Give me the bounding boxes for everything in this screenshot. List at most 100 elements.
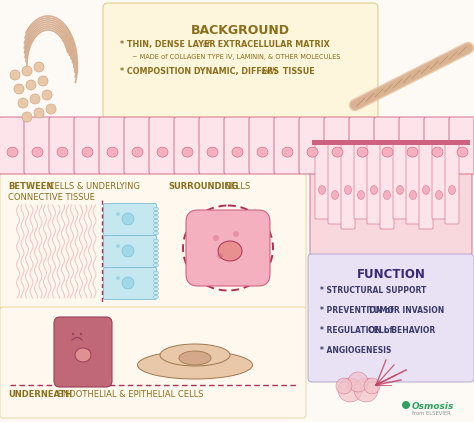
FancyBboxPatch shape [54, 317, 112, 387]
Bar [0, 118, 474, 173]
Ellipse shape [154, 275, 158, 279]
FancyBboxPatch shape [328, 142, 342, 224]
FancyBboxPatch shape [315, 142, 329, 219]
Circle shape [217, 253, 223, 259]
FancyBboxPatch shape [349, 117, 376, 174]
FancyBboxPatch shape [424, 117, 451, 174]
FancyBboxPatch shape [103, 268, 156, 300]
Ellipse shape [57, 147, 68, 157]
Circle shape [122, 277, 134, 289]
Ellipse shape [160, 344, 230, 366]
Circle shape [116, 244, 120, 248]
Ellipse shape [382, 147, 393, 157]
FancyBboxPatch shape [99, 117, 126, 174]
Circle shape [233, 231, 239, 237]
Circle shape [116, 212, 120, 216]
Text: SURROUNDING: SURROUNDING [168, 182, 238, 191]
Text: * COMPOSITION DYNAMIC, DIFFERS: * COMPOSITION DYNAMIC, DIFFERS [120, 67, 282, 76]
Ellipse shape [154, 283, 158, 287]
FancyBboxPatch shape [103, 235, 156, 268]
Circle shape [72, 333, 74, 335]
Ellipse shape [154, 287, 158, 291]
FancyBboxPatch shape [432, 142, 446, 219]
Ellipse shape [410, 190, 417, 200]
FancyBboxPatch shape [299, 117, 326, 174]
Ellipse shape [422, 186, 429, 195]
Ellipse shape [371, 186, 377, 195]
Text: TISSUE: TISSUE [280, 67, 315, 76]
Text: with: with [260, 67, 277, 76]
Circle shape [213, 235, 219, 241]
Ellipse shape [154, 263, 158, 267]
Ellipse shape [436, 190, 443, 200]
Ellipse shape [218, 241, 242, 261]
Circle shape [30, 94, 40, 104]
Circle shape [122, 245, 134, 257]
Text: TUMOR INVASION: TUMOR INVASION [368, 306, 444, 315]
Ellipse shape [75, 348, 91, 362]
FancyBboxPatch shape [380, 142, 394, 229]
Ellipse shape [332, 147, 343, 157]
Ellipse shape [154, 215, 158, 219]
Text: EXTRACELLULAR MATRIX: EXTRACELLULAR MATRIX [215, 40, 330, 49]
Circle shape [80, 333, 82, 335]
Text: ~ MADE of COLLAGEN TYPE IV, LAMININ, & OTHER MOLECULES: ~ MADE of COLLAGEN TYPE IV, LAMININ, & O… [132, 54, 340, 60]
Text: CELL BEHAVIOR: CELL BEHAVIOR [368, 326, 435, 335]
Ellipse shape [107, 147, 118, 157]
Ellipse shape [207, 147, 218, 157]
Text: BETWEEN: BETWEEN [8, 182, 54, 191]
FancyBboxPatch shape [224, 117, 251, 174]
Ellipse shape [154, 223, 158, 227]
Circle shape [402, 401, 410, 409]
FancyBboxPatch shape [74, 117, 101, 174]
Text: * PREVENTION of: * PREVENTION of [320, 306, 396, 315]
Text: CELLS & UNDERLYING: CELLS & UNDERLYING [46, 182, 140, 191]
FancyBboxPatch shape [310, 131, 472, 255]
Circle shape [10, 70, 20, 80]
Ellipse shape [357, 190, 365, 200]
Ellipse shape [157, 147, 168, 157]
Circle shape [122, 213, 134, 225]
Text: * ANGIOGENESIS: * ANGIOGENESIS [320, 346, 392, 355]
Ellipse shape [457, 147, 468, 157]
Circle shape [336, 378, 352, 394]
FancyBboxPatch shape [24, 117, 51, 174]
Ellipse shape [182, 147, 193, 157]
Ellipse shape [331, 190, 338, 200]
Ellipse shape [345, 186, 352, 195]
FancyBboxPatch shape [49, 117, 76, 174]
FancyBboxPatch shape [445, 142, 459, 224]
Circle shape [38, 76, 48, 86]
Text: * STRUCTURAL SUPPORT: * STRUCTURAL SUPPORT [320, 286, 427, 295]
Ellipse shape [154, 295, 158, 299]
Ellipse shape [154, 219, 158, 223]
Ellipse shape [396, 186, 403, 195]
FancyBboxPatch shape [124, 117, 151, 174]
Text: from ELSEVIER: from ELSEVIER [412, 411, 451, 416]
FancyBboxPatch shape [199, 117, 226, 174]
Circle shape [354, 378, 378, 402]
FancyBboxPatch shape [354, 142, 368, 219]
FancyBboxPatch shape [393, 142, 407, 219]
Ellipse shape [357, 147, 368, 157]
Ellipse shape [154, 251, 158, 255]
Text: of: of [203, 40, 211, 49]
Circle shape [18, 98, 28, 108]
FancyBboxPatch shape [0, 117, 26, 174]
FancyBboxPatch shape [406, 142, 420, 224]
FancyBboxPatch shape [374, 117, 401, 174]
Text: CELLS: CELLS [222, 182, 250, 191]
FancyBboxPatch shape [399, 117, 426, 174]
Ellipse shape [154, 291, 158, 295]
Ellipse shape [154, 279, 158, 283]
Ellipse shape [7, 147, 18, 157]
Ellipse shape [154, 243, 158, 247]
FancyBboxPatch shape [0, 173, 306, 309]
Ellipse shape [154, 239, 158, 243]
FancyBboxPatch shape [103, 3, 378, 121]
FancyBboxPatch shape [174, 117, 201, 174]
Ellipse shape [154, 255, 158, 259]
FancyBboxPatch shape [324, 117, 351, 174]
Text: ENDOTHELIAL & EPITHELIAL CELLS: ENDOTHELIAL & EPITHELIAL CELLS [55, 390, 203, 399]
Circle shape [34, 108, 44, 118]
